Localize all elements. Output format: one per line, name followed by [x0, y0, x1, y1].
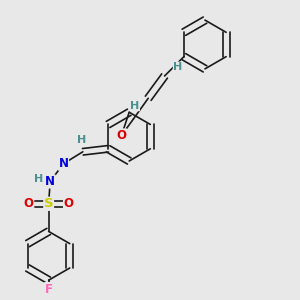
Text: O: O [24, 197, 34, 210]
Text: S: S [44, 197, 53, 210]
Text: F: F [45, 283, 52, 296]
Text: H: H [130, 101, 140, 111]
Text: N: N [45, 175, 55, 188]
Text: N: N [58, 157, 68, 170]
Text: O: O [116, 129, 127, 142]
Text: H: H [34, 173, 43, 184]
Text: H: H [77, 135, 86, 145]
Text: O: O [64, 197, 74, 210]
Text: H: H [173, 62, 183, 72]
